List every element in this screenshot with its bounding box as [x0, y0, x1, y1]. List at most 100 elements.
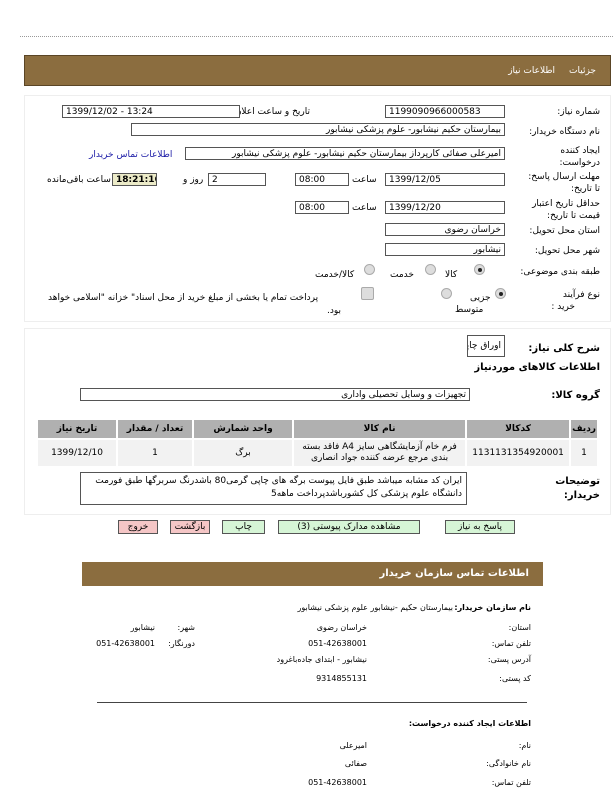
payment-text-2: بود. [327, 306, 342, 316]
payment-checkbox[interactable] [361, 287, 374, 300]
need-info-panel [24, 95, 611, 322]
col-name: نام کالا [291, 418, 468, 440]
validity-time-field[interactable]: 08:00 [295, 201, 349, 214]
city-field[interactable]: نیشابور [385, 243, 505, 256]
cell-date: 1399/12/10 [36, 438, 118, 468]
fax-value: 051-42638001 [96, 639, 155, 648]
details-header-bar: جزئیات اطلاعات نیاز [24, 55, 611, 86]
buyer-contact-link[interactable]: اطلاعات تماس خریدار [89, 150, 173, 160]
buyer-field[interactable]: بیمارستان حکیم نیشابور- علوم پزشکی نیشاب… [131, 123, 505, 136]
fax-label: دورنگار: [168, 639, 195, 648]
category-both-radio[interactable] [364, 264, 375, 275]
summary-field[interactable]: اوراق چاپی [467, 335, 505, 357]
category-both-label: کالا/خدمت [315, 270, 355, 280]
items-table: ردیف کدکالا نام کالا واحد شمارش تعداد / … [36, 418, 599, 468]
col-unit: واحد شمارش [192, 418, 294, 440]
category-goods-radio[interactable] [474, 264, 485, 275]
tab-need-info[interactable]: اطلاعات نیاز [508, 66, 555, 76]
creator-info-title: اطلاعات ایجاد کننده درخواست: [408, 719, 531, 728]
last-name-label: نام خانوادگی: [486, 759, 531, 768]
payment-text: پرداخت تمام یا بخشی از مبلغ خرید از محل … [48, 293, 319, 303]
summary-label: شرح کلی نیاز: [528, 343, 600, 354]
deadline-time-field[interactable]: 08:00 [295, 173, 349, 186]
remaining-label: ساعت باقی‌مانده [47, 175, 111, 185]
creator-label: ایجاد کننده [560, 146, 600, 156]
process-label: نوع فرآیند [562, 290, 600, 300]
validity-time-label: ساعت [352, 203, 377, 213]
col-code: کدکالا [465, 418, 572, 440]
process-partial-label: جزیی [470, 293, 491, 303]
first-name-label: نام: [518, 741, 531, 750]
announce-label: تاریخ و ساعت اعلان عمومی: [201, 107, 310, 117]
city-label: شهر محل تحویل: [534, 246, 600, 256]
province-field[interactable]: خراسان رضوی [385, 223, 505, 236]
tab-details[interactable]: جزئیات [569, 66, 596, 76]
province-label: استان محل تحویل: [529, 226, 600, 236]
table-row: 1 1131131354920001 فرم خام آزمایشگاهی سا… [36, 438, 599, 468]
contact-title: اطلاعات تماس سازمان خریدار [379, 568, 529, 579]
contact-city: نیشابور [130, 623, 155, 632]
validity-date-field[interactable]: 1399/12/20 [385, 201, 505, 214]
creator-phone-value: 051-42638001 [308, 778, 367, 787]
address-label: آدرس پستی: [487, 655, 531, 664]
group-label: گروه کالا: [551, 390, 600, 401]
process-partial-radio[interactable] [495, 288, 506, 299]
category-service-radio[interactable] [425, 264, 436, 275]
contact-province: خراسان رضوی [316, 623, 367, 632]
days-field[interactable]: 2 [208, 173, 266, 186]
notes-field[interactable]: ایران کد مشابه میباشد طبق فایل پیوست برگ… [80, 472, 467, 505]
creator-label-2: درخواست: [559, 158, 600, 168]
validity-label: حداقل تاریخ اعتبار [532, 199, 600, 209]
print-button[interactable]: چاپ [222, 520, 265, 534]
validity-label-2: قیمت تا تاریخ: [547, 211, 600, 221]
need-number-field[interactable]: 1199090966000583 [385, 105, 505, 118]
cell-name: فرم خام آزمایشگاهی سایز A4 فاقد بسته بند… [291, 438, 468, 468]
phone-label: تلفن تماس: [491, 639, 531, 648]
deadline-time-label: ساعت [352, 175, 377, 185]
process-medium-radio[interactable] [441, 288, 452, 299]
category-service-label: خدمت [390, 270, 414, 280]
category-label: طبقه بندی موضوعی: [520, 267, 600, 277]
creator-field[interactable]: امیرعلی صفائی کارپرداز بیمارستان حکیم نی… [185, 147, 505, 160]
last-name-value: صفائی [344, 759, 367, 768]
days-label: روز و [183, 175, 204, 185]
postal-label: کد پستی: [499, 674, 531, 683]
exit-button[interactable]: خروج [118, 520, 158, 534]
postal-value: 9314855131 [316, 674, 367, 683]
org-value: بیمارستان حکیم -نیشابور علوم پزشکی نیشاب… [297, 603, 453, 612]
items-panel [24, 328, 611, 515]
deadline-date-field[interactable]: 1399/12/05 [385, 173, 505, 186]
col-date: تاریخ نیاز [36, 418, 118, 440]
cell-row: 1 [569, 438, 599, 468]
col-qty: تعداد / مقدار [116, 418, 194, 440]
col-row: ردیف [569, 418, 599, 440]
need-number-label: شماره نیاز: [557, 107, 600, 117]
remaining-time-box: 18:21:16 [112, 173, 157, 186]
process-label-2: خرید : [551, 302, 575, 312]
back-button[interactable]: بازگشت [170, 520, 210, 534]
contact-province-label: استان: [508, 623, 531, 632]
cell-code: 1131131354920001 [465, 438, 572, 468]
buyer-label: نام دستگاه خریدار: [529, 127, 600, 137]
deadline-label-2: تا تاریخ: [570, 184, 600, 194]
items-section-title: اطلاعات کالاهای موردنیاز [474, 362, 600, 373]
divider [20, 36, 613, 37]
attachments-button[interactable]: مشاهده مدارک پیوستی (3) [278, 520, 420, 534]
first-name-value: امیرعلی [339, 741, 367, 750]
address-value: نیشابور - ابتدای جاده‌باغرود [276, 655, 367, 664]
reply-button[interactable]: پاسخ به نیاز [445, 520, 515, 534]
contact-city-label: شهر: [177, 623, 196, 632]
contact-divider [97, 702, 527, 703]
notes-label-2: خریدار: [563, 490, 600, 501]
announce-field[interactable]: 1399/12/02 - 13:24 [62, 105, 240, 118]
contact-header-bar: اطلاعات تماس سازمان خریدار [82, 562, 543, 586]
deadline-label: مهلت ارسال پاسخ: [528, 172, 600, 182]
group-field[interactable]: تجهیزات و وسایل تحصیلی واداری [80, 388, 470, 401]
creator-phone-label: تلفن تماس: [491, 778, 531, 787]
category-goods-label: کالا [445, 270, 458, 280]
org-label: نام سازمان خریدار: [454, 603, 531, 612]
notes-label: توضیحات [555, 476, 600, 487]
phone-value: 051-42638001 [308, 639, 367, 648]
cell-unit: برگ [192, 438, 294, 468]
